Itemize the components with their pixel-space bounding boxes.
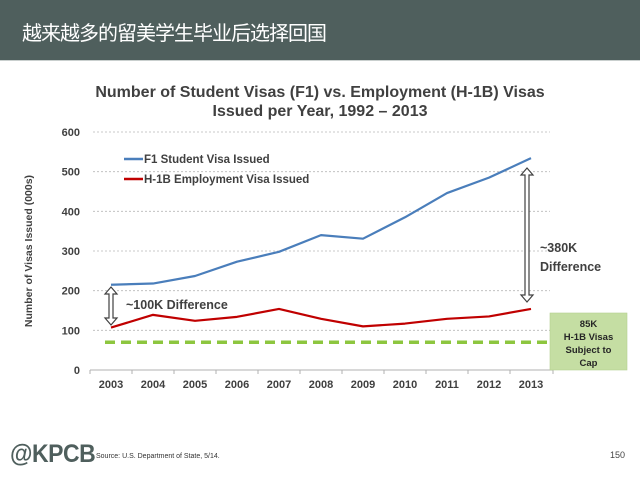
chart-title-line2: Issued per Year, 1992 – 2013 — [212, 103, 428, 120]
cap-annotation-text: 85K — [580, 319, 598, 330]
annotation-100k: ~100K Difference — [126, 298, 228, 312]
slide-title: 越来越多的留美学生毕业后选择回国 — [22, 21, 327, 45]
x-tick-label: 2004 — [141, 379, 166, 391]
y-tick-label: 500 — [62, 167, 80, 179]
x-tick-label: 2006 — [225, 379, 249, 391]
legend-label: F1 Student Visa Issued — [144, 154, 270, 166]
cap-annotation-text: Subject to — [566, 345, 612, 356]
chart-title-line1: Number of Student Visas (F1) vs. Employm… — [95, 84, 545, 101]
cap-annotation-box — [549, 312, 628, 371]
y-tick-label: 400 — [62, 206, 80, 218]
x-tick-label: 2005 — [183, 379, 207, 391]
y-tick-label: 0 — [74, 365, 80, 377]
source-note: Source: U.S. Department of State, 5/14. — [96, 453, 220, 460]
x-tick-label: 2007 — [267, 379, 291, 391]
cap-annotation-text: H-1B Visas — [564, 332, 613, 343]
x-tick-label: 2009 — [351, 379, 375, 391]
page-number: 150 — [610, 450, 626, 460]
y-tick-label: 100 — [62, 325, 80, 337]
legend-label: H-1B Employment Visa Issued — [144, 174, 309, 186]
y-axis-label: Number of Visas Issued (000s) — [23, 175, 35, 327]
difference-arrow-2013 — [519, 167, 535, 303]
x-tick-label: 2012 — [477, 379, 501, 391]
cap-annotation-text: Cap — [580, 358, 598, 369]
x-tick-label: 2011 — [435, 379, 459, 391]
x-tick-label: 2010 — [393, 379, 417, 391]
y-tick-label: 300 — [62, 246, 80, 258]
difference-arrow-2003 — [103, 286, 119, 326]
x-tick-label: 2013 — [519, 379, 543, 391]
slide-header: 越来越多的留美学生毕业后选择回国 — [0, 0, 640, 61]
f1-series-line — [110, 157, 532, 286]
y-tick-label: 600 — [62, 127, 80, 139]
x-tick-label: 2008 — [309, 379, 333, 391]
h1b-series-line — [110, 307, 532, 329]
x-tick-label: 2003 — [99, 379, 123, 391]
annotation-380k: ~380K — [540, 241, 577, 255]
chart-title: Number of Student Visas (F1) vs. Employm… — [60, 83, 580, 121]
y-tick-label: 200 — [62, 286, 80, 298]
kpcb-logo: @KPCB — [10, 440, 96, 468]
annotation-380k-line2: Difference — [540, 260, 601, 274]
